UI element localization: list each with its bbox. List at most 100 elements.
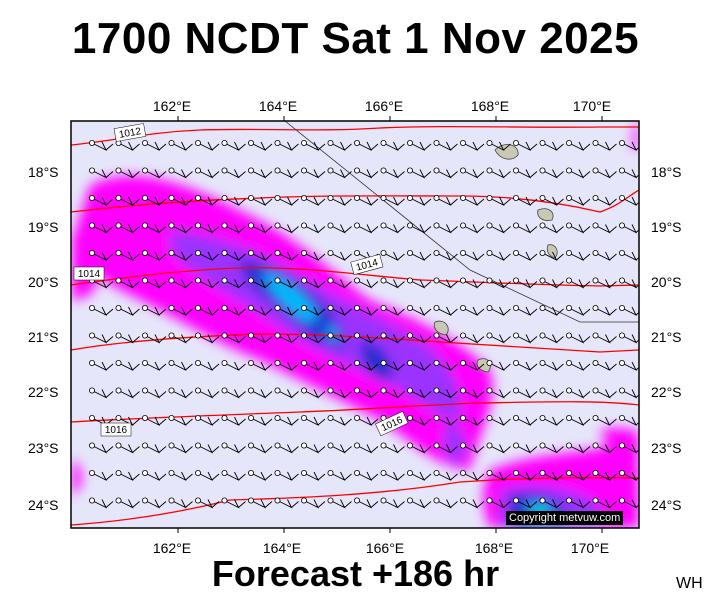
wind-barb: [513, 359, 538, 372]
wind-barb: [433, 332, 458, 344]
wind-barb: [141, 442, 167, 454]
wind-barb: [274, 442, 299, 454]
wind-barb: [247, 139, 273, 152]
wind-barb: [459, 359, 485, 372]
wind-barb: [406, 194, 432, 207]
wind-barb: [274, 222, 299, 234]
wind-barb: [380, 442, 405, 454]
wind-barb: [566, 139, 591, 152]
wind-barb: [141, 139, 167, 152]
wind-barb: [353, 414, 379, 427]
wind-barb: [300, 359, 326, 372]
wind-barb: [89, 222, 114, 234]
wind-barb: [274, 387, 299, 399]
wind-barb: [115, 222, 140, 234]
wind-barb: [539, 167, 564, 179]
wind-barb: [539, 277, 564, 289]
author-initials: WH: [676, 575, 703, 592]
wind-barb: [168, 194, 193, 207]
wind-barb: [274, 469, 299, 482]
wind-barb: [141, 222, 167, 234]
wind-barb: [274, 139, 299, 152]
wind-barb: [380, 497, 405, 509]
map-border: [70, 120, 640, 529]
wind-barb: [566, 194, 591, 207]
wind-barb: [141, 387, 167, 399]
wind-barb: [274, 304, 299, 317]
wind-barb: [89, 194, 114, 207]
wind-barb: [539, 222, 564, 234]
wind-barb: [327, 194, 352, 207]
wind-barb: [353, 442, 379, 454]
wind-barb: [168, 277, 193, 289]
lat-label-right-23: 23°S: [651, 440, 682, 456]
wind-barb: [539, 469, 564, 482]
wind-barb: [141, 277, 167, 289]
wind-barb: [592, 194, 617, 207]
wind-barb: [486, 387, 511, 399]
wind-barb: [433, 387, 458, 399]
wind-barb: [459, 414, 485, 427]
wind-barb: [115, 359, 140, 372]
wind-barb: [221, 332, 246, 344]
wind-barb: [274, 277, 299, 289]
wind-barb: [513, 332, 538, 344]
wind-barb: [433, 469, 458, 482]
wind-barb: [141, 469, 167, 482]
wind-barb: [327, 304, 352, 317]
wind-barb: [115, 497, 140, 509]
wind-barb: [300, 304, 326, 317]
lon-label-top-164: 164°E: [258, 98, 298, 114]
wind-barb: [247, 222, 273, 234]
wind-barb: [327, 442, 352, 454]
wind-barb: [168, 442, 193, 454]
wind-barb: [194, 332, 220, 344]
wind-barb: [194, 442, 220, 454]
forecast-label: Forecast +186 hr: [211, 553, 500, 594]
wind-barb: [380, 332, 405, 344]
wind-barb: [566, 222, 591, 234]
wind-barb: [141, 497, 167, 509]
wind-barb: [486, 414, 511, 427]
wind-barb: [89, 332, 114, 344]
wind-barb: [221, 497, 246, 509]
wind-barb: [141, 167, 167, 179]
wind-barb: [619, 442, 639, 454]
page-title: 1700 NCDT Sat 1 Nov 2025: [71, 14, 640, 63]
wind-barb: [566, 167, 591, 179]
wind-barb: [566, 304, 591, 317]
wind-barb: [115, 249, 140, 262]
wind-barb: [247, 414, 273, 427]
wind-barb: [513, 277, 538, 289]
wind-barb: [459, 249, 485, 262]
lat-label-right-18: 18°S: [651, 164, 682, 180]
wind-barb: [247, 167, 273, 179]
isobar-label-1012: 1012: [118, 126, 142, 141]
wind-barb: [115, 442, 140, 454]
wind-barb: [380, 167, 405, 179]
wind-barb: [406, 442, 432, 454]
lat-label-left-22: 22°S: [28, 384, 59, 400]
wind-barb: [459, 222, 485, 234]
wind-barb: [274, 414, 299, 427]
wind-barb: [89, 387, 114, 399]
wind-barb: [619, 414, 639, 427]
wind-barb: [486, 497, 511, 509]
wind-barb: [327, 222, 352, 234]
lat-label-right-21: 21°S: [651, 329, 682, 345]
lon-label-top-166: 166°E: [364, 98, 404, 114]
lon-label-bottom-162: 162°E: [152, 540, 192, 556]
wind-barb: [459, 497, 485, 509]
wind-barb: [115, 167, 140, 179]
wind-barb: [168, 167, 193, 179]
wind-barb: [221, 167, 246, 179]
wind-barb: [300, 497, 326, 509]
wind-barb: [513, 414, 538, 427]
lat-label-right-19: 19°S: [651, 219, 682, 235]
lat-label-left-24: 24°S: [28, 497, 59, 513]
wind-barb: [300, 249, 326, 262]
wind-barb: [513, 194, 538, 207]
wind-barb: [353, 139, 379, 152]
wind-barb: [539, 414, 564, 427]
wind-barb: [194, 497, 220, 509]
